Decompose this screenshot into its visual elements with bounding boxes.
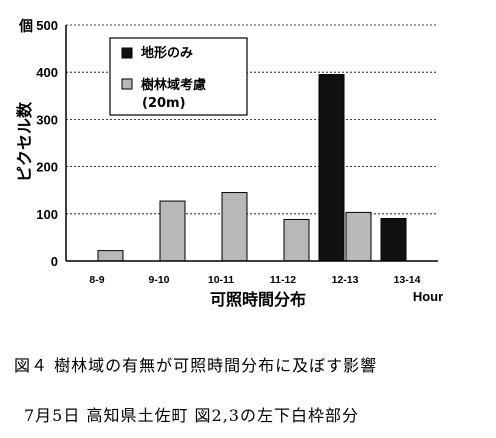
x-unit-label: Hour [413,289,443,304]
figure-caption: 図４ 樹林域の有無が可照時間分布に及ぼす影響 [14,356,378,375]
x-axis-title: 可照時間分布 [210,290,306,309]
bar-terrain-13-14 [380,218,407,262]
legend-label-terrain: 地形のみ [141,45,193,61]
y-tick-label: 200 [36,160,58,175]
legend-box [109,37,248,116]
bar-forest-9-10 [159,200,186,262]
y-tick-label: 400 [36,65,58,80]
y-tick-label: 300 [36,112,58,127]
y-tick-label: 100 [36,207,58,222]
y-tick-label: 0 [51,254,58,269]
x-category-label: 11-12 [270,274,296,286]
bar-forest-11-12 [283,218,310,262]
x-category-label: 12-13 [332,274,359,286]
bars [97,74,407,262]
y-unit-label: 個 [18,18,33,35]
bar-forest-10-11 [221,192,248,262]
x-category-labels: 8-9 9-10 10-11 11-12 12-13 13-14 [89,274,420,286]
y-tick-label: 500 [36,18,58,33]
legend-label-forest-width: (20m) [142,96,186,111]
x-category-label: 8-9 [89,274,104,286]
bar-forest-8-9 [97,250,124,262]
x-category-label: 13-14 [394,274,421,286]
y-axis-title: ピクセル数 [15,101,34,182]
bar-terrain-12-13 [318,74,345,262]
x-category-label: 10-11 [208,274,234,286]
legend-swatch-forest [121,78,133,90]
legend-swatch-terrain [121,47,133,59]
bar-chart: 0 100 200 300 400 500 8-9 9-10 10-11 11-12 12-13 1… [15,18,443,309]
y-tick-labels: 0 100 200 300 400 500 [36,18,58,269]
figure-note: 7月5日 高知県土佐町 図2,3の左下白枠部分 [24,406,359,425]
legend: 地形のみ 樹林域考慮 (20m) [109,37,248,116]
x-category-label: 9-10 [148,274,169,286]
legend-label-forest: 樹林域考慮 [141,77,206,93]
bar-forest-12-13 [345,211,372,262]
